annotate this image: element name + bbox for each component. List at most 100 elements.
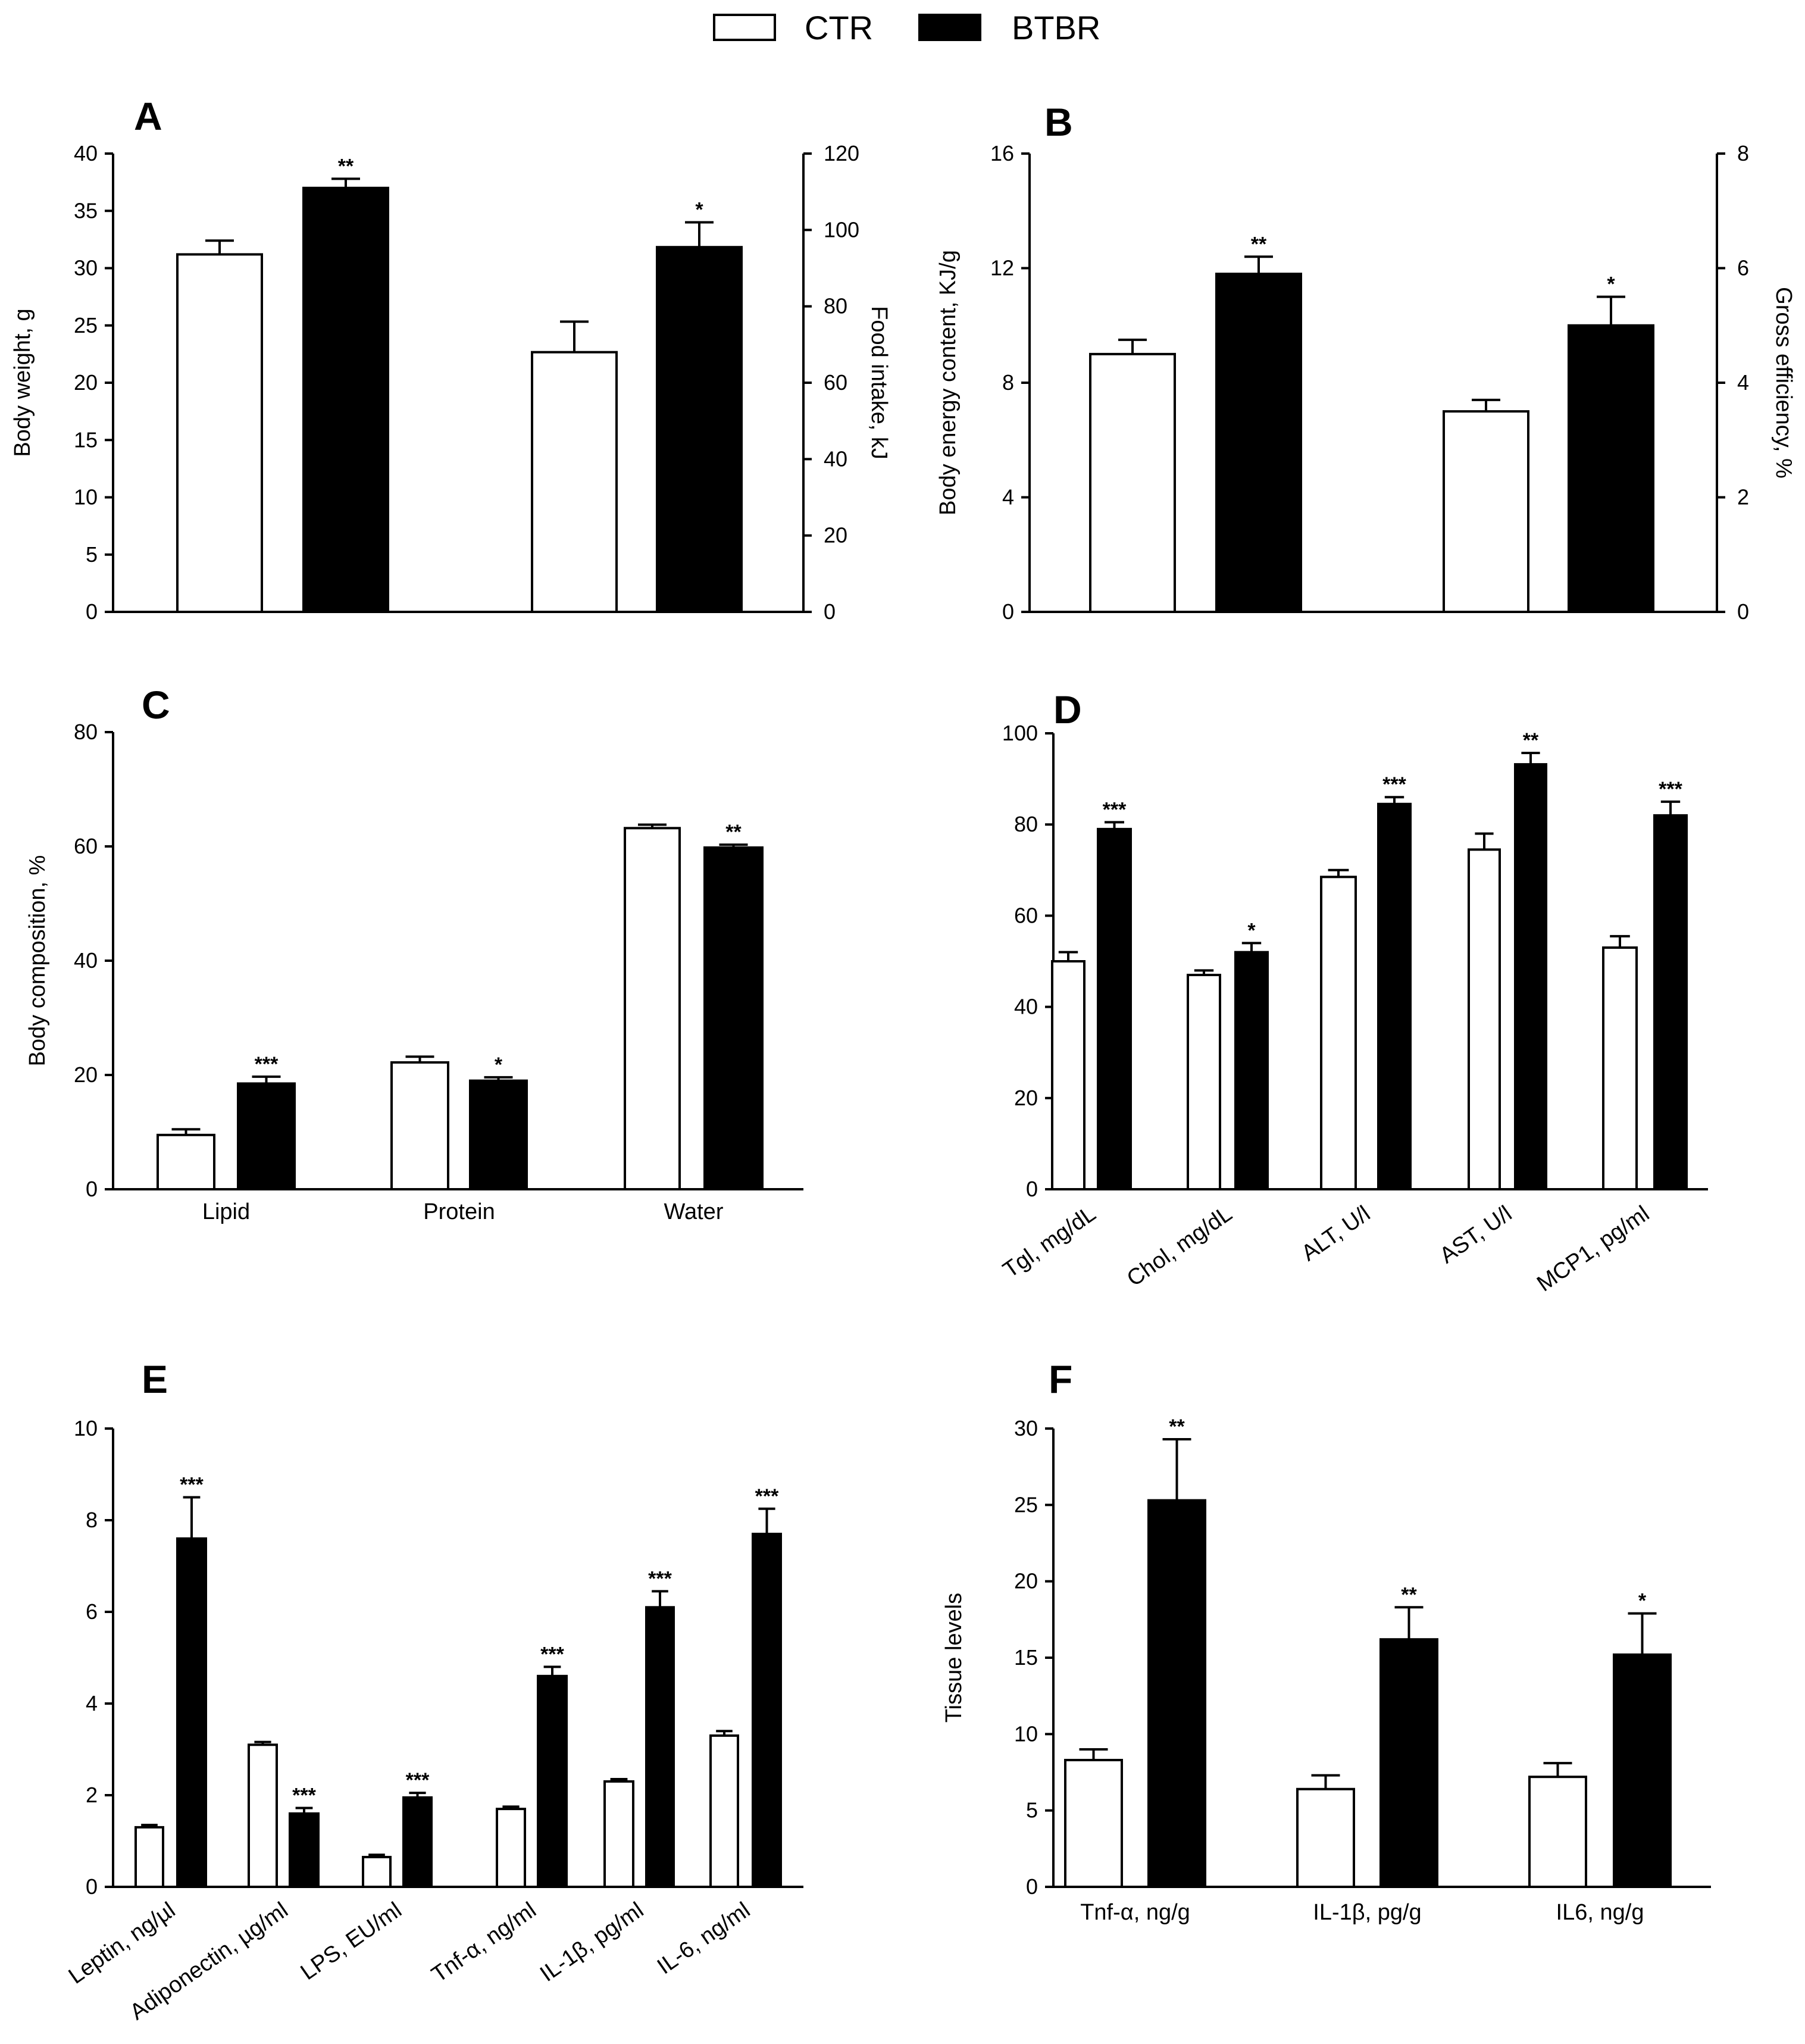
chart-panel-d: D 0 20 40 60 80 100 *** Tgl, mg/dL * Chol, mg/dL **… <box>999 687 1708 1296</box>
category-label: Chol, mg/dL <box>1122 1201 1237 1292</box>
significance-marker: * <box>1607 273 1615 296</box>
bar-e-leptin-btbr <box>176 1537 207 1889</box>
y-tick-label: 10 <box>74 485 98 510</box>
significance-marker: * <box>1247 919 1256 942</box>
significance-marker: *** <box>180 1474 204 1496</box>
y-tick-label: 16 <box>990 141 1014 165</box>
y-tick-label: 35 <box>74 198 98 223</box>
bar-f-il-1beta-btbr <box>1379 1638 1438 1888</box>
significance-marker: ** <box>1251 233 1267 255</box>
panel-label-a: A <box>134 94 162 138</box>
y-axis-label: Body energy content, KJ/g <box>936 250 961 515</box>
legend: CTR BTBR <box>713 9 1100 46</box>
y-tick-label-right: 8 <box>1737 141 1749 165</box>
y-tick-label: 40 <box>1014 995 1038 1019</box>
y-tick-label: 20 <box>1014 1569 1038 1593</box>
bar-e-leptin-ctr <box>134 1826 164 1888</box>
y-tick-label: 20 <box>74 370 98 395</box>
category-label: IL6, ng/g <box>1556 1900 1644 1925</box>
bar-c-lipid-btbr <box>237 1082 296 1191</box>
y-axis-label: Tissue levels <box>941 1593 966 1723</box>
significance-marker: * <box>1638 1590 1647 1612</box>
significance-marker: * <box>695 199 703 221</box>
significance-marker: ** <box>1523 729 1539 752</box>
y-tick-label: 8 <box>1002 370 1014 395</box>
y-tick-label-right: 6 <box>1737 256 1749 280</box>
bar-d-mcp1-ctr <box>1602 946 1638 1191</box>
bar-f-il-1beta-ctr <box>1296 1787 1355 1889</box>
y-tick-label: 2 <box>86 1783 98 1807</box>
y-tick-label: 40 <box>74 141 98 165</box>
category-label: MCP1, pg/ml <box>1532 1201 1654 1296</box>
y-tick-label-right: 0 <box>1737 599 1749 624</box>
bar-d-chol-btbr <box>1234 951 1269 1191</box>
category-label: ALT, U/l <box>1297 1201 1375 1266</box>
y-tick-label: 25 <box>1014 1492 1038 1517</box>
y-tick-label: 30 <box>1014 1416 1038 1440</box>
category-label: AST, U/l <box>1435 1201 1517 1268</box>
y-tick-label-right: 2 <box>1737 485 1749 510</box>
y-tick-label: 40 <box>74 948 98 973</box>
category-label: Protein <box>423 1199 495 1224</box>
panel-label-f: F <box>1049 1357 1072 1401</box>
bar-d-tgl-btbr <box>1097 827 1132 1190</box>
y-tick-label: 80 <box>1014 812 1038 836</box>
y-axis-label-right: Gross efficiency, % <box>1771 287 1796 479</box>
significance-marker: ** <box>725 821 742 843</box>
category-label: Tnf-α, ng/ml <box>427 1898 541 1987</box>
bar-f-il6-btbr <box>1613 1653 1672 1889</box>
category-label: Tgl, mg/dL <box>999 1201 1100 1283</box>
bar-b-body energy content-ctr <box>1089 352 1176 613</box>
bar-e-adiponectin-btbr <box>289 1812 320 1889</box>
y-tick-label-right: 100 <box>824 217 859 242</box>
y-tick-label: 15 <box>1014 1645 1038 1670</box>
significance-marker: ** <box>1401 1583 1417 1606</box>
category-label: Lipid <box>202 1199 250 1224</box>
bar-e-il-1beta-btbr <box>645 1606 675 1889</box>
chart-panel-c: C 0 20 40 60 80 Body composition, % *** Lipid * Pr… <box>25 683 803 1224</box>
bar-b-gross efficiency-ctr <box>1443 410 1529 613</box>
y-tick-label: 4 <box>86 1691 98 1715</box>
y-tick-label: 15 <box>74 427 98 452</box>
bar-d-chol-ctr <box>1187 973 1221 1190</box>
y-tick-label-right: 40 <box>824 446 847 471</box>
y-tick-label: 0 <box>1026 1874 1038 1899</box>
y-tick-label-right: 20 <box>824 523 847 548</box>
y-tick-label: 5 <box>1026 1798 1038 1823</box>
y-tick-label: 8 <box>86 1508 98 1532</box>
bar-a-body weight-ctr <box>176 253 263 613</box>
bar-d-ast-btbr <box>1514 763 1547 1190</box>
bar-d-tgl-ctr <box>1051 960 1085 1190</box>
category-label: Water <box>664 1199 724 1224</box>
y-tick-label: 0 <box>86 1177 98 1201</box>
bar-b-body energy content-btbr <box>1215 273 1302 613</box>
chart-panel-f: F 0 5 10 15 20 25 30 Tissue levels ** Tnf-α, ng/g *… <box>941 1357 1711 1925</box>
y-axis-label: Body composition, % <box>25 855 50 1067</box>
bar-a-food intake-btbr <box>656 246 743 614</box>
y-tick-label: 0 <box>1026 1177 1038 1201</box>
y-tick-label: 20 <box>1014 1086 1038 1110</box>
bar-c-lipid-ctr <box>157 1133 215 1191</box>
bar-a-food intake-ctr <box>531 351 618 614</box>
significance-marker: *** <box>1659 778 1682 801</box>
bar-f-il6-ctr <box>1528 1776 1587 1888</box>
significance-marker: *** <box>292 1784 316 1807</box>
category-label: IL-1β, pg/ml <box>536 1898 648 1987</box>
y-tick-label: 30 <box>74 256 98 280</box>
y-tick-label: 60 <box>1014 903 1038 927</box>
y-tick-label: 0 <box>86 599 98 624</box>
y-tick-label: 0 <box>86 1874 98 1899</box>
bar-d-alt-ctr <box>1320 876 1357 1191</box>
bar-d-mcp1-btbr <box>1653 814 1688 1190</box>
y-tick-label-right: 4 <box>1737 370 1749 395</box>
significance-marker: *** <box>1103 798 1127 821</box>
significance-marker: ** <box>1169 1415 1185 1438</box>
category-label: Leptin, ng/µl <box>64 1898 180 1989</box>
y-tick-label: 60 <box>74 834 98 858</box>
y-tick-label: 20 <box>74 1062 98 1087</box>
y-tick-label: 100 <box>1002 721 1038 745</box>
category-label: LPS, EU/ml <box>296 1898 406 1985</box>
chart-panel-b: B 0 4 8 12 16 Body energy content, KJ/g 0 2 4 6 8 Gr… <box>936 100 1796 624</box>
